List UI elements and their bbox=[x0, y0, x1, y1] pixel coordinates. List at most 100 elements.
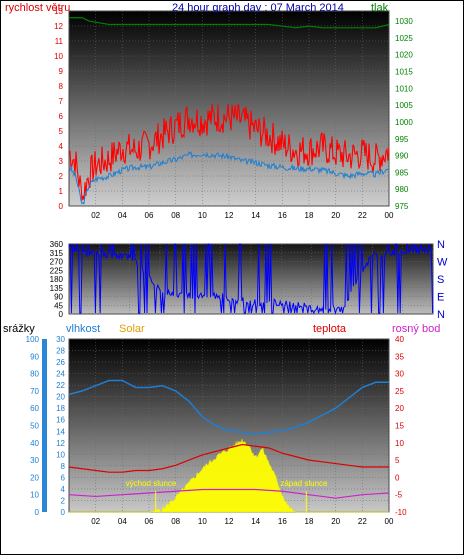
temp-x-tick-label: 02 bbox=[91, 517, 100, 526]
direction-tick-label: 45 bbox=[54, 301, 63, 310]
wind-tick-label: 11 bbox=[55, 37, 64, 46]
wind-tick-label: 0 bbox=[59, 202, 64, 211]
direction-tick-label: 270 bbox=[50, 258, 64, 267]
pressure-tick-label: 1025 bbox=[395, 34, 413, 43]
wind-tick-label: 8 bbox=[59, 82, 64, 91]
wind-x-tick-label: 10 bbox=[198, 211, 207, 220]
temp-x-tick-label: 16 bbox=[278, 517, 287, 526]
temperature-tick-label: -10 bbox=[395, 508, 407, 517]
direction-tick-label: 360 bbox=[50, 240, 64, 249]
dewpoint-line bbox=[68, 488, 390, 499]
pressure-tick-label: 975 bbox=[395, 202, 409, 211]
humidity-tick-label: 0 bbox=[61, 508, 66, 517]
precip-tick-label: 100 bbox=[26, 335, 40, 344]
wind-tick-label: 5 bbox=[59, 127, 64, 136]
pressure-tick-label: 1015 bbox=[395, 68, 413, 77]
humidity-tick-label: 28 bbox=[56, 347, 65, 356]
pressure-label: tlak bbox=[371, 2, 389, 14]
chart-marks bbox=[68, 17, 434, 513]
direction-tick-label: 180 bbox=[50, 275, 64, 284]
wind-x-tick-label: 16 bbox=[278, 211, 287, 220]
humidity-tick-label: 18 bbox=[56, 404, 65, 413]
precip-tick-label: 10 bbox=[30, 491, 39, 500]
precip-label: srážky bbox=[3, 323, 35, 335]
humidity-tick-label: 20 bbox=[56, 393, 65, 402]
precip-scale-bar bbox=[42, 339, 47, 512]
wind-x-tick-label: 04 bbox=[118, 211, 127, 220]
temp-x-tick-label: 06 bbox=[145, 517, 154, 526]
humidity-tick-label: 8 bbox=[61, 462, 66, 471]
humidity-tick-label: 12 bbox=[56, 439, 65, 448]
humidity-tick-label: 16 bbox=[56, 416, 65, 425]
pressure-tick-label: 1005 bbox=[395, 101, 413, 110]
precip-tick-label: 30 bbox=[30, 456, 39, 465]
pressure-line bbox=[69, 17, 390, 29]
wind-x-tick-label: 20 bbox=[331, 211, 340, 220]
wind-tick-label: 6 bbox=[59, 112, 64, 121]
direction-tick-label: 135 bbox=[50, 284, 64, 293]
humidity-tick-label: 6 bbox=[61, 473, 66, 482]
temperature-tick-label: 10 bbox=[395, 439, 404, 448]
pressure-tick-label: 1000 bbox=[395, 118, 413, 127]
wind-x-tick-label: 18 bbox=[305, 211, 314, 220]
humidity-tick-label: 14 bbox=[56, 427, 65, 436]
direction-tick-label: 225 bbox=[50, 266, 64, 275]
wind-tick-label: 12 bbox=[54, 22, 63, 31]
temperature-line bbox=[68, 443, 389, 473]
direction-tick-label: 90 bbox=[54, 293, 63, 302]
temperature-label: teplota bbox=[313, 323, 347, 335]
temp-x-tick-label: 14 bbox=[251, 517, 260, 526]
temp-x-tick-label: 20 bbox=[331, 517, 340, 526]
wind-tick-label: 4 bbox=[59, 142, 64, 151]
direction-tick-label: 0 bbox=[59, 310, 64, 319]
pressure-tick-label: 985 bbox=[395, 168, 409, 177]
wind-tick-label: 9 bbox=[59, 67, 64, 76]
pressure-tick-label: 1030 bbox=[395, 17, 413, 26]
compass-label: S bbox=[437, 274, 444, 286]
compass-label: W bbox=[437, 257, 448, 269]
wind-x-tick-label: 12 bbox=[225, 211, 234, 220]
wind-x-tick-label: 22 bbox=[358, 211, 367, 220]
wind-speed-label: rychlost větru bbox=[5, 2, 70, 14]
precip-tick-label: 90 bbox=[30, 352, 39, 361]
direction-tick-label: 315 bbox=[50, 249, 64, 258]
wind-gust-line bbox=[68, 103, 390, 201]
temp-x-tick-label: 12 bbox=[225, 517, 234, 526]
pressure-tick-label: 995 bbox=[395, 135, 409, 144]
temp-x-tick-label: 08 bbox=[171, 517, 180, 526]
wind-x-tick-label: 06 bbox=[145, 211, 154, 220]
temperature-tick-label: 20 bbox=[395, 404, 404, 413]
pressure-tick-label: 990 bbox=[395, 152, 409, 161]
wind-x-tick-label: 00 bbox=[385, 211, 394, 220]
humidity-tick-label: 2 bbox=[61, 496, 66, 505]
solar-label: Solar bbox=[119, 323, 145, 335]
temp-x-tick-label: 04 bbox=[118, 517, 127, 526]
humidity-label: vlhkost bbox=[66, 323, 100, 335]
precip-tick-label: 40 bbox=[30, 439, 39, 448]
compass-label: E bbox=[437, 292, 444, 304]
temperature-tick-label: 15 bbox=[395, 422, 404, 431]
solar-area bbox=[69, 438, 389, 513]
pressure-tick-label: 1020 bbox=[395, 51, 413, 60]
wind-tick-label: 7 bbox=[59, 97, 64, 106]
precip-tick-label: 50 bbox=[30, 422, 39, 431]
wind-x-tick-label: 14 bbox=[251, 211, 260, 220]
sunset-label: západ slunce bbox=[280, 479, 328, 488]
humidity-tick-label: 22 bbox=[56, 381, 65, 390]
temp-x-tick-label: 00 bbox=[385, 517, 394, 526]
precip-tick-label: 70 bbox=[30, 387, 39, 396]
humidity-tick-label: 24 bbox=[56, 370, 65, 379]
wind-tick-label: 13 bbox=[54, 7, 63, 16]
temp-x-tick-label: 22 bbox=[358, 517, 367, 526]
wind-x-tick-label: 08 bbox=[171, 211, 180, 220]
wind-x-tick-label: 02 bbox=[91, 211, 100, 220]
pressure-tick-label: 980 bbox=[395, 185, 409, 194]
temperature-tick-label: 25 bbox=[395, 387, 404, 396]
precip-tick-label: 0 bbox=[35, 508, 40, 517]
axis-labels: 0123456789101112139759809859909951000100… bbox=[26, 7, 448, 526]
temperature-tick-label: -5 bbox=[395, 491, 403, 500]
wind-average-line bbox=[68, 151, 390, 205]
humidity-tick-label: 4 bbox=[61, 485, 66, 494]
chart-title: 24 hour graph day : 07 March 2014 bbox=[172, 2, 344, 14]
